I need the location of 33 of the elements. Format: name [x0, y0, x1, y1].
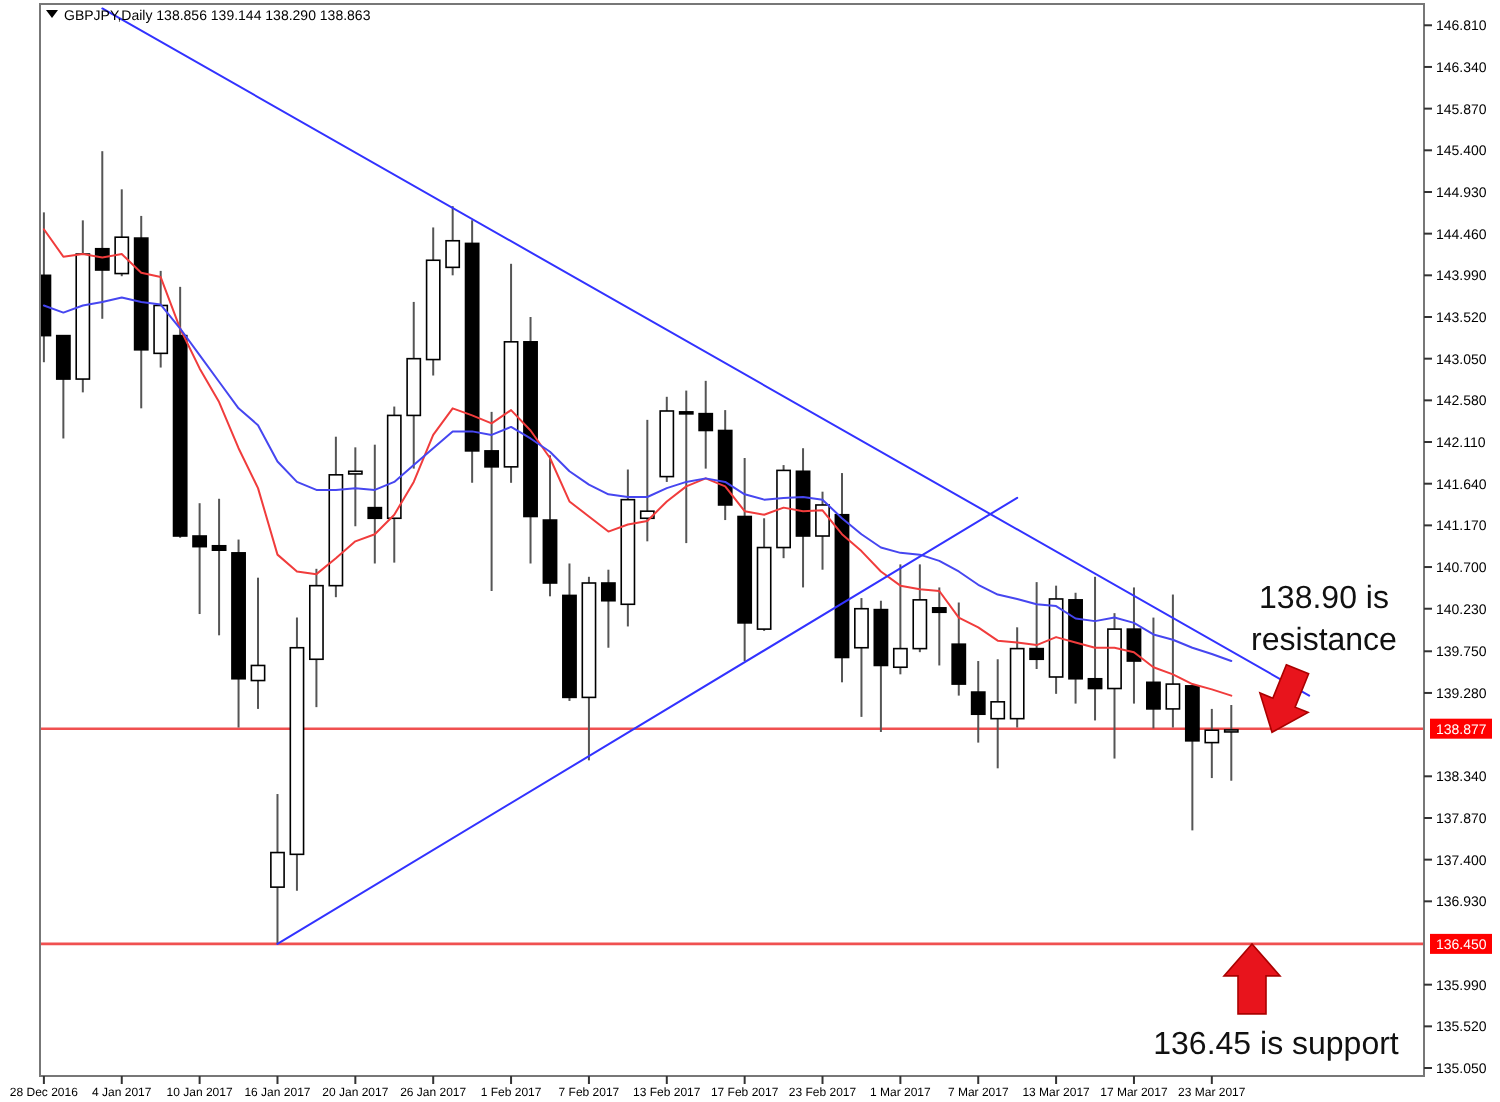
candlestick — [347, 446, 363, 528]
candlestick — [990, 658, 1006, 770]
candlestick — [1029, 581, 1045, 671]
candlestick — [1146, 616, 1161, 730]
candlestick — [445, 205, 461, 277]
candlestick — [931, 586, 947, 667]
candlestick — [367, 443, 383, 565]
candlestick — [970, 660, 986, 744]
annotation: 136.45 is support — [1153, 1028, 1400, 1062]
candlestick — [55, 334, 71, 440]
candlestick — [484, 410, 500, 592]
candlestick — [211, 497, 227, 637]
candlestick — [1223, 704, 1239, 782]
candlestick — [153, 269, 169, 369]
candlestick — [678, 389, 694, 545]
candlestick — [1087, 575, 1103, 722]
candlestick — [951, 601, 967, 697]
candlestick — [698, 379, 714, 470]
candlestick — [854, 597, 869, 718]
candlestick — [815, 490, 830, 571]
line-series — [42, 228, 1233, 697]
candlestick — [1165, 593, 1181, 729]
candlestick — [94, 150, 110, 320]
candlestick — [1204, 707, 1220, 780]
annotation: 138.90 is resistance — [1251, 582, 1398, 658]
candlestick — [600, 568, 616, 649]
candlestick — [639, 418, 655, 543]
candlestick — [114, 188, 130, 278]
candlestick — [1126, 586, 1142, 705]
candlestick — [250, 576, 266, 710]
candlestick — [192, 502, 208, 616]
candlestick — [270, 793, 285, 945]
candlestick — [892, 563, 908, 676]
